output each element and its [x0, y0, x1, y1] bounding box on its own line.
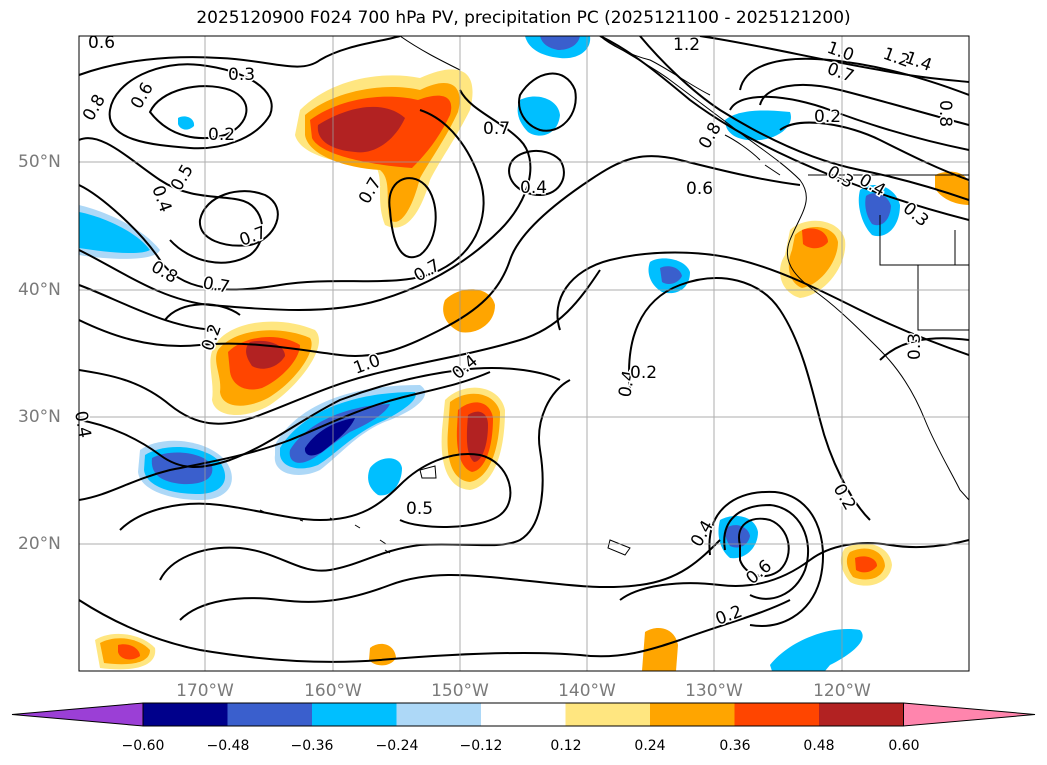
colorbar-swatch [312, 703, 397, 726]
lat-label-40n: 40°N [18, 280, 61, 300]
contour-label: 0.6 [88, 33, 115, 53]
lon-label-130w: 130°W [685, 681, 743, 701]
colorbar-tick: 0.36 [719, 738, 751, 754]
colorbar-arrow-left [11, 702, 144, 727]
grid-lines [79, 36, 969, 671]
colorbar-tick: 0.24 [634, 738, 666, 754]
colorbar [11, 702, 1036, 727]
colorbar-tick: −0.12 [459, 738, 503, 754]
contour-label: 0.4 [615, 369, 639, 399]
colorbar-swatch [227, 703, 312, 726]
map-title: 2025120900 F024 700 hPa PV, precipitatio… [196, 8, 851, 28]
colorbar-swatch [650, 703, 735, 726]
contour-label: 0.2 [814, 107, 841, 127]
colorbar-tick: −0.24 [375, 738, 419, 754]
lon-label-140w: 140°W [558, 681, 616, 701]
contour-label: 0.6 [686, 179, 713, 199]
contour-label: 0.2 [630, 363, 657, 383]
contour-label: 0.7 [483, 119, 510, 139]
colorbar-tick: −0.48 [206, 738, 250, 754]
map-frame [78, 35, 970, 672]
colorbar-arrow-right [903, 702, 1036, 727]
precip-positive-areas [95, 69, 969, 671]
coastlines [259, 36, 969, 556]
lon-label-150w: 150°W [431, 681, 489, 701]
colorbar-swatch [565, 703, 650, 726]
colorbar-tick: 0.60 [888, 738, 920, 754]
contour-label: 0.2 [208, 125, 235, 145]
colorbar-tick: 0.12 [550, 738, 582, 754]
contour-label: 0.8 [935, 100, 955, 127]
colorbar-swatch [481, 703, 566, 726]
lat-label-30n: 30°N [18, 407, 61, 427]
lat-label-20n: 20°N [18, 534, 61, 554]
colorbar-tick: −0.36 [290, 738, 334, 754]
colorbar-swatch [143, 703, 228, 726]
contour-label: 0.4 [70, 409, 94, 439]
colorbar-tick: 0.48 [803, 738, 835, 754]
lon-label-170w: 170°W [176, 681, 234, 701]
contour-label: 0.3 [905, 333, 925, 360]
colorbar-swatch [396, 703, 481, 726]
contour-label: 0.5 [406, 499, 433, 519]
lon-label-160w: 160°W [304, 681, 362, 701]
contour-label: 0.3 [228, 65, 255, 85]
contour-label: 0.7 [201, 273, 231, 297]
lat-label-50n: 50°N [18, 152, 61, 172]
contour-label: 0.4 [520, 178, 547, 198]
pv-contours [79, 36, 969, 663]
colorbar-swatch [819, 703, 904, 726]
colorbar-tick: −0.60 [121, 738, 165, 754]
colorbar-swatch [734, 703, 819, 726]
lon-label-120w: 120°W [813, 681, 871, 701]
contour-label: 1.2 [673, 35, 700, 55]
colorbar-frame [142, 702, 904, 727]
